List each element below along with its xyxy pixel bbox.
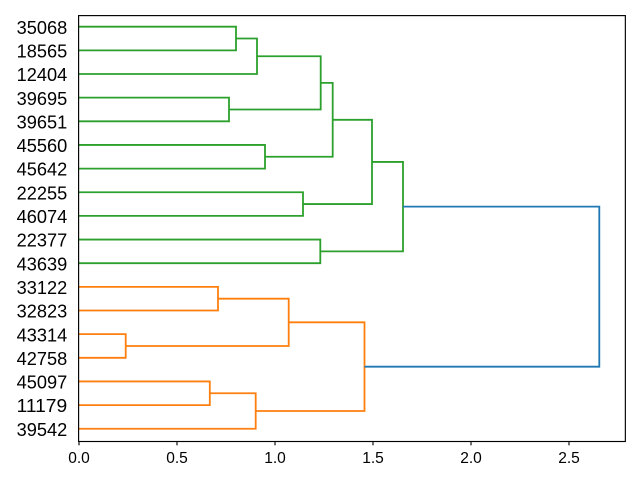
svg-text:39542: 39542 bbox=[17, 419, 68, 440]
svg-text:43639: 43639 bbox=[17, 253, 68, 274]
svg-text:1.5: 1.5 bbox=[362, 450, 384, 467]
svg-text:35068: 35068 bbox=[17, 17, 68, 38]
svg-text:45097: 45097 bbox=[17, 372, 68, 393]
svg-text:33122: 33122 bbox=[17, 277, 68, 298]
svg-text:42758: 42758 bbox=[17, 348, 68, 369]
svg-text:43314: 43314 bbox=[17, 324, 68, 345]
svg-text:2.5: 2.5 bbox=[558, 450, 580, 467]
svg-text:39695: 39695 bbox=[17, 88, 68, 109]
svg-text:45642: 45642 bbox=[17, 159, 68, 180]
svg-text:11179: 11179 bbox=[17, 395, 68, 416]
svg-text:46074: 46074 bbox=[17, 206, 68, 227]
svg-text:22377: 22377 bbox=[17, 230, 68, 251]
svg-text:39651: 39651 bbox=[17, 111, 68, 132]
svg-text:32823: 32823 bbox=[17, 301, 68, 322]
svg-text:0.0: 0.0 bbox=[68, 450, 90, 467]
svg-text:1.0: 1.0 bbox=[264, 450, 286, 467]
svg-text:18565: 18565 bbox=[17, 40, 68, 61]
svg-text:22255: 22255 bbox=[17, 182, 68, 203]
svg-text:12404: 12404 bbox=[17, 64, 68, 85]
svg-text:0.5: 0.5 bbox=[166, 450, 188, 467]
svg-text:2.0: 2.0 bbox=[460, 450, 482, 467]
svg-text:45560: 45560 bbox=[17, 135, 68, 156]
